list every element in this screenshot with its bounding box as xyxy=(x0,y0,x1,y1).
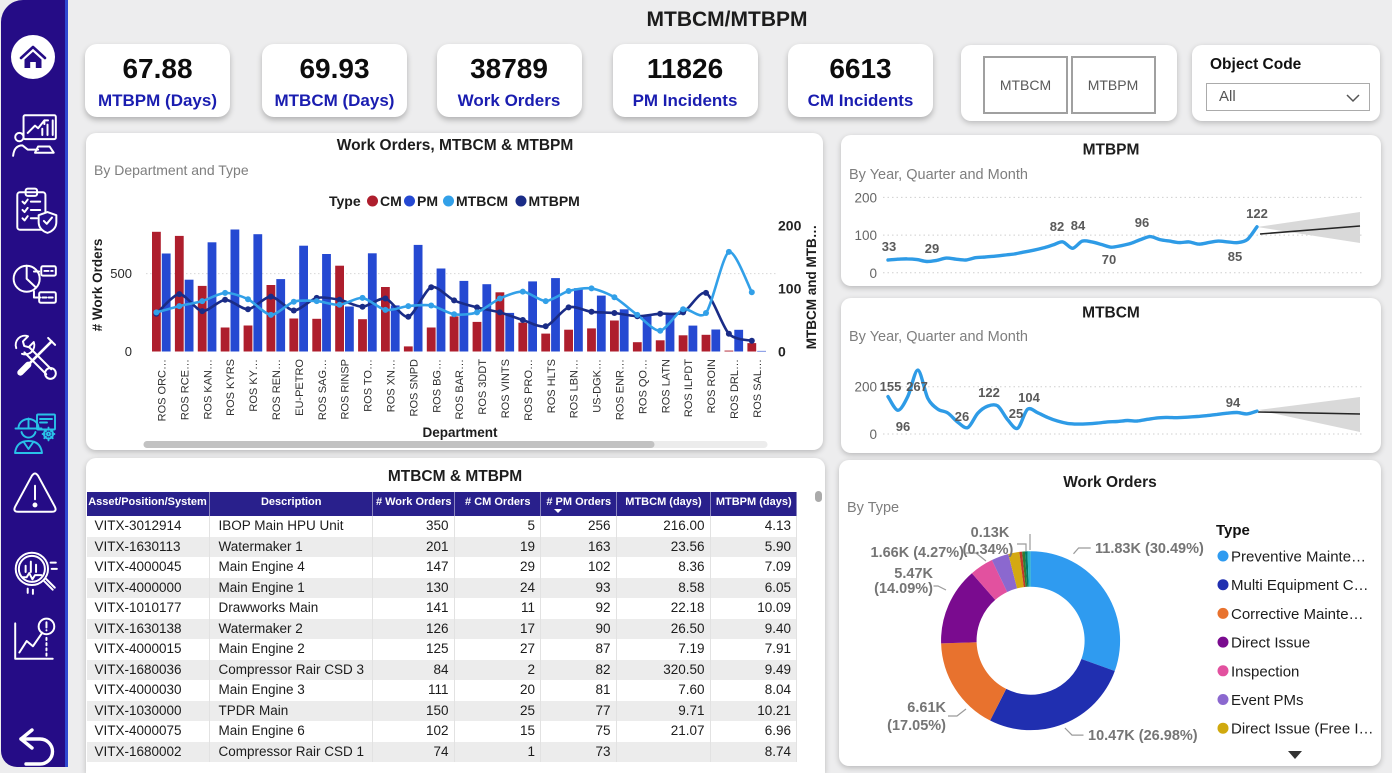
svg-text:PM: PM xyxy=(417,193,438,209)
svg-text:200: 200 xyxy=(854,190,877,205)
svg-text:25: 25 xyxy=(1009,406,1023,421)
svg-text:155: 155 xyxy=(880,379,902,394)
svg-text:(0.34%): (0.34%) xyxy=(963,542,1014,558)
svg-text:MTBCM: MTBCM xyxy=(1082,305,1140,322)
svg-text:0.13K: 0.13K xyxy=(971,525,1010,541)
svg-text:100: 100 xyxy=(778,280,802,296)
svg-text:ROS DRL…: ROS DRL… xyxy=(729,359,741,419)
svg-text:29: 29 xyxy=(925,241,939,256)
svg-text:ROS LATN: ROS LATN xyxy=(660,359,672,413)
svg-text:Department: Department xyxy=(422,425,498,440)
svg-text:122: 122 xyxy=(978,385,1000,400)
svg-text:11.83K (30.49%): 11.83K (30.49%) xyxy=(1095,541,1204,557)
svg-text:ROS VINTS: ROS VINTS xyxy=(500,359,512,418)
svg-text:Type: Type xyxy=(329,193,361,209)
svg-text:# Work Orders: # Work Orders xyxy=(90,239,105,332)
svg-text:Preventive Mainte…: Preventive Mainte… xyxy=(1231,549,1366,566)
svg-text:Direct Issue: Direct Issue xyxy=(1231,635,1310,652)
svg-text:ROS BAR…: ROS BAR… xyxy=(454,359,466,420)
svg-text:By Type: By Type xyxy=(847,500,899,516)
svg-text:0: 0 xyxy=(869,427,877,442)
svg-text:Corrective Mainte…: Corrective Mainte… xyxy=(1231,606,1364,623)
svg-text:104: 104 xyxy=(1018,390,1040,405)
svg-text:ROS KAN…: ROS KAN… xyxy=(202,359,214,420)
svg-text:ROS REN…: ROS REN… xyxy=(271,359,283,420)
svg-text:0: 0 xyxy=(124,344,131,359)
svg-text:200: 200 xyxy=(854,380,877,395)
svg-text:ROS KYRS: ROS KYRS xyxy=(225,359,237,416)
svg-text:ROS KY…: ROS KY… xyxy=(248,359,260,412)
svg-text:ROS ILPDT: ROS ILPDT xyxy=(683,359,695,417)
svg-text:Work Orders: Work Orders xyxy=(1063,474,1157,491)
svg-text:(14.09%): (14.09%) xyxy=(874,581,933,597)
svg-text:1.66K (4.27%): 1.66K (4.27%) xyxy=(871,545,965,561)
svg-text:MTBCM: MTBCM xyxy=(456,193,508,209)
svg-text:ROS 3DDT: ROS 3DDT xyxy=(477,359,489,415)
svg-text:200: 200 xyxy=(778,217,802,233)
svg-text:85: 85 xyxy=(1228,249,1242,264)
svg-text:ROS BG…: ROS BG… xyxy=(431,359,443,413)
svg-text:CM: CM xyxy=(380,193,402,209)
svg-text:Type: Type xyxy=(1216,522,1250,539)
svg-text:100: 100 xyxy=(854,228,877,243)
svg-text:500: 500 xyxy=(110,266,132,281)
svg-text:ROS XN…: ROS XN… xyxy=(385,359,397,412)
svg-text:Work Orders, MTBCM & MTBPM: Work Orders, MTBCM & MTBPM xyxy=(336,137,573,154)
svg-text:US-DGK…: US-DGK… xyxy=(591,359,603,413)
svg-text:0: 0 xyxy=(778,344,786,360)
svg-text:ROS HLTS: ROS HLTS xyxy=(545,359,557,413)
svg-text:ROS RINSP: ROS RINSP xyxy=(339,359,351,420)
svg-text:96: 96 xyxy=(1135,215,1149,230)
svg-text:96: 96 xyxy=(896,419,910,434)
svg-text:33: 33 xyxy=(882,239,896,254)
svg-text:70: 70 xyxy=(1102,252,1116,267)
svg-text:5.47K: 5.47K xyxy=(894,566,933,582)
svg-text:ROS LBN…: ROS LBN… xyxy=(568,359,580,418)
svg-text:6.61K: 6.61K xyxy=(907,700,946,716)
svg-text:ROS PRO…: ROS PRO… xyxy=(522,359,534,421)
svg-text:Direct Issue (Free I…: Direct Issue (Free I… xyxy=(1231,721,1374,738)
svg-text:10.47K (26.98%): 10.47K (26.98%) xyxy=(1088,728,1198,744)
svg-text:ROS QO…: ROS QO… xyxy=(637,359,649,414)
svg-text:0: 0 xyxy=(869,266,877,281)
svg-text:ROS ORC…: ROS ORC… xyxy=(156,359,168,421)
svg-text:ROS ENR…: ROS ENR… xyxy=(614,359,626,420)
svg-text:By Year, Quarter and Month: By Year, Quarter and Month xyxy=(849,329,1028,345)
svg-text:Event PMs: Event PMs xyxy=(1231,692,1304,709)
svg-text:84: 84 xyxy=(1071,218,1086,233)
svg-text:MTBPM: MTBPM xyxy=(528,193,579,209)
svg-text:(17.05%): (17.05%) xyxy=(887,718,946,734)
svg-text:267: 267 xyxy=(906,379,928,394)
svg-text:ROS RCE…: ROS RCE… xyxy=(179,359,191,420)
svg-text:ROS SAL…: ROS SAL… xyxy=(751,359,763,418)
svg-text:Multi Equipment C…: Multi Equipment C… xyxy=(1231,577,1369,594)
svg-text:MTBPM: MTBPM xyxy=(1083,142,1140,159)
svg-text:ROS SAG…: ROS SAG… xyxy=(316,359,328,420)
svg-text:By Year, Quarter and Month: By Year, Quarter and Month xyxy=(849,167,1028,183)
svg-text:82: 82 xyxy=(1050,219,1064,234)
svg-text:122: 122 xyxy=(1246,206,1268,221)
svg-text:Inspection: Inspection xyxy=(1231,663,1299,680)
svg-text:ROS ROIN: ROS ROIN xyxy=(706,359,718,413)
svg-text:MTBCM and MTB…: MTBCM and MTB… xyxy=(804,225,819,349)
svg-text:ROS TO…: ROS TO… xyxy=(362,359,374,412)
svg-text:94: 94 xyxy=(1226,395,1241,410)
svg-text:ROS SNPD: ROS SNPD xyxy=(408,359,420,417)
svg-text:By Department and Type: By Department and Type xyxy=(94,162,249,178)
svg-text:26: 26 xyxy=(955,409,969,424)
svg-text:EU-PETRO: EU-PETRO xyxy=(293,359,305,416)
